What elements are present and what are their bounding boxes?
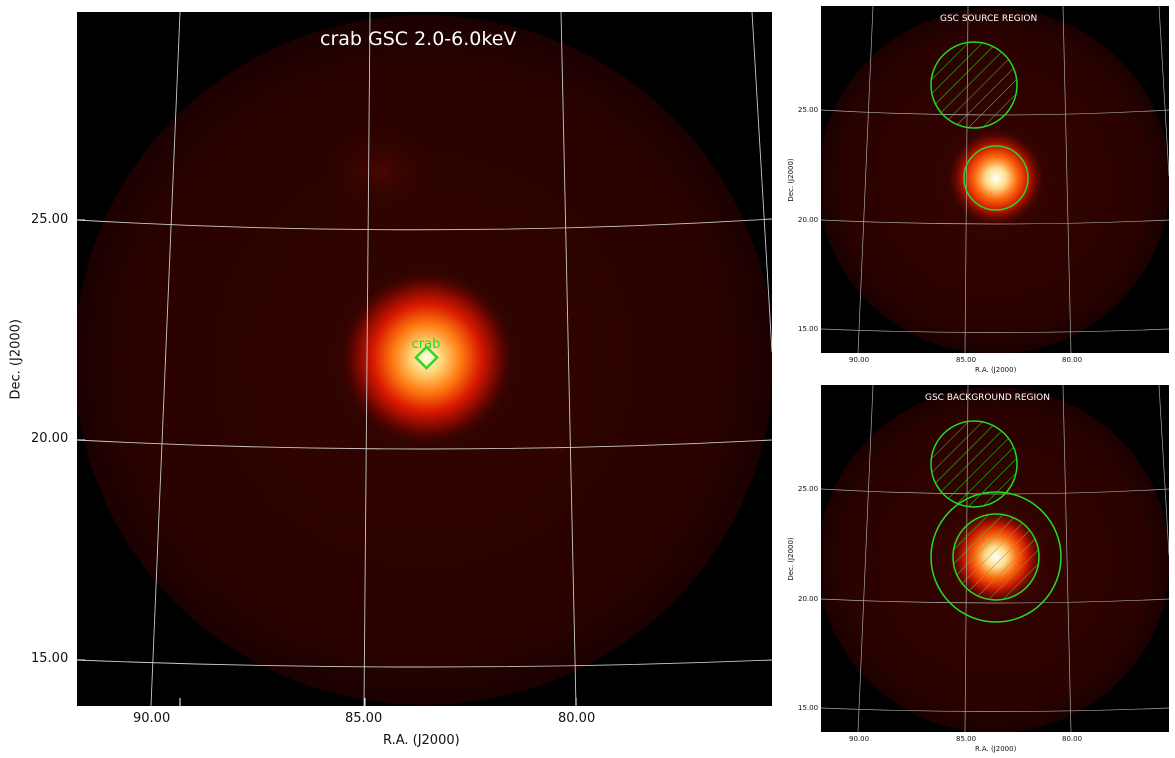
coordinate-grid — [77, 12, 772, 706]
crab-source-emission — [337, 268, 517, 448]
source-region-panel: GSC SOURCE REGION — [821, 6, 1169, 353]
main-y-axis-label: Dec. (J2000) — [8, 319, 24, 400]
faint-emission — [325, 127, 435, 217]
main-image-panel: crab crab GSC 2.0-6.0keV — [77, 12, 772, 706]
excluded-region — [930, 41, 1018, 129]
main-x-tick: 85.00 — [345, 711, 383, 726]
source-panel-title: GSC SOURCE REGION — [940, 14, 1038, 24]
main-y-tick: 20.00 — [31, 431, 69, 446]
crab-marker-icon — [414, 345, 439, 370]
source-x-tick: 85.00 — [956, 356, 977, 364]
main-y-tick: 15.00 — [31, 651, 69, 666]
background-y-tick: 15.00 — [798, 704, 819, 712]
background-panel-title: GSC BACKGROUND REGION — [925, 393, 1050, 403]
background-y-tick: 20.00 — [798, 595, 819, 603]
source-region-circle — [963, 145, 1029, 211]
background-x-tick: 80.00 — [1062, 735, 1083, 743]
main-x-axis-label: R.A. (J2000) — [383, 733, 460, 748]
excluded-region — [930, 420, 1018, 508]
background-region-canvas — [821, 385, 1169, 732]
background-x-tick: 85.00 — [956, 735, 977, 743]
source-x-axis-label: R.A. (J2000) — [975, 366, 1017, 374]
main-x-tick: 90.00 — [133, 711, 171, 726]
source-x-tick: 90.00 — [849, 356, 870, 364]
source-x-tick: 80.00 — [1062, 356, 1083, 364]
source-y-tick: 20.00 — [798, 216, 819, 224]
background-region-panel: GSC BACKGROUND REGION — [821, 385, 1169, 732]
source-y-tick: 15.00 — [798, 325, 819, 333]
source-y-axis-label: Dec. (J2000) — [787, 158, 795, 202]
main-title: crab GSC 2.0-6.0keV — [320, 28, 517, 50]
background-y-tick: 25.00 — [798, 485, 819, 493]
source-y-tick: 25.00 — [798, 106, 819, 114]
source-emission — [946, 128, 1046, 228]
main-y-tick: 25.00 — [31, 212, 69, 227]
background-annulus-outer — [930, 491, 1062, 623]
background-x-axis-label: R.A. (J2000) — [975, 745, 1017, 753]
background-y-axis-label: Dec. (J2000) — [787, 537, 795, 581]
background-x-tick: 90.00 — [849, 735, 870, 743]
main-image-canvas: crab — [77, 12, 772, 706]
source-region-canvas — [821, 6, 1169, 353]
main-x-tick: 80.00 — [558, 711, 596, 726]
crab-source-label: crab — [412, 337, 441, 352]
excluded-source-region — [952, 513, 1040, 601]
